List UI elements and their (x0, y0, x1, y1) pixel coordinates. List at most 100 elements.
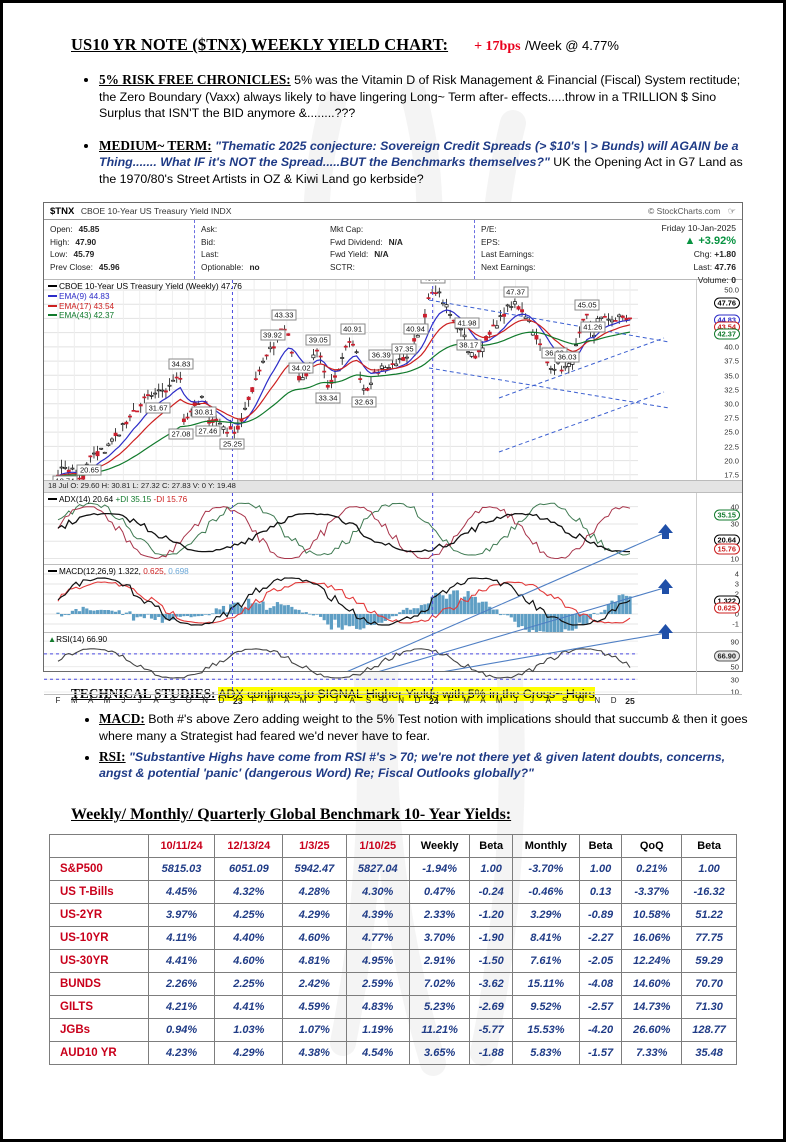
x-tick-label: O (577, 696, 585, 706)
table-header-beta: Beta (681, 833, 737, 858)
table-row: US T-Bills 4.45% 4.32% 4.28% 4.30% 0.47% -0.24… (49, 879, 737, 904)
quote-label: Last Earnings: (481, 249, 535, 260)
table-header-1-3-25: 1/3/25 (282, 833, 347, 858)
quote-column-2: Ask: Bid: Last: Optionable: no (194, 220, 324, 280)
table-cell: -2.69 (469, 994, 513, 1019)
table-cell: 4.81% (282, 948, 347, 973)
change-bps: + 17bps (474, 39, 521, 54)
table-cell: 4.83% (345, 994, 410, 1019)
quote-label: Optionable: (201, 261, 244, 272)
bullet-body: Both #'s above Zero adding weight to the… (99, 712, 748, 744)
table-row: US-30YR 4.41% 4.60% 4.81% 4.95% 2.91% -1.50 7.6… (49, 948, 737, 973)
table-cell: 14.73% (621, 994, 683, 1019)
table-cell: 2.25% (214, 971, 284, 996)
table-cell: 0.94% (147, 1017, 216, 1042)
y-tick-label: 25.0 (724, 427, 739, 437)
table-row-header: AUD10 YR (49, 1040, 149, 1065)
table-cell: 4.29% (282, 902, 347, 927)
macd-legend: MACD(12,26,9) 1.322, 0.625, 0.698 (48, 567, 189, 577)
table-cell: 1.00 (578, 856, 623, 881)
quote-value: 0 (731, 275, 736, 286)
table-cell: 8.41% (511, 925, 580, 950)
y-tick-label: 17.5 (724, 470, 739, 480)
chart-titlebar: $TNX CBOE 10-Year US Treasury Yield INDX… (44, 203, 742, 221)
quote-date: Friday 10-Jan-2025 (661, 223, 736, 234)
y-tick-label: 32.5 (724, 385, 739, 395)
quote-label: Open: (50, 224, 73, 235)
ohlc-infobar: 18 Jul O: 29.60 H: 30.81 L: 27.32 C: 27.… (44, 480, 742, 493)
quote-value: 45.79 (73, 249, 95, 260)
price-annotation: 34.83 (168, 358, 194, 370)
table-cell: 4.60% (214, 948, 284, 973)
table-cell: 6051.09 (214, 856, 284, 881)
price-series (44, 280, 670, 490)
triangle-icon: ▲ (48, 635, 57, 645)
table-cell: 4.45% (147, 879, 216, 904)
quote-panel: Open: 45.85 High: 47.90 Low: 45.79 Prev Clo… (44, 220, 742, 285)
table-cell: -2.05 (578, 948, 623, 973)
x-tick-label: M (70, 696, 78, 706)
table-cell: 59.29 (681, 948, 737, 973)
table-cell: 26.60% (621, 1017, 683, 1042)
y-tick-label: 35.0 (724, 371, 739, 381)
bullet-lead: MEDIUM~ TERM: (99, 137, 212, 153)
price-value-pill: 47.76 (713, 297, 740, 309)
price-annotation: 41.98 (454, 317, 480, 329)
table-row-header: GILTS (49, 994, 149, 1019)
x-axis: F M A M J J A S O N D 23 F M A M J J A S O N D 24 F M A M J J A S O N D 25 (44, 695, 742, 713)
bullet-quote: "Substantive Highs have come from RSI #'… (99, 749, 726, 781)
table-cell: 3.65% (408, 1040, 471, 1065)
y-tick-label: 40 (730, 502, 739, 512)
x-tick-label: A (88, 696, 94, 706)
table-cell: -1.57 (578, 1040, 623, 1065)
table-cell: -0.89 (578, 902, 623, 927)
y-tick-label: 30 (730, 519, 739, 529)
legend-ema9: EMA(9) 44.83 (59, 291, 110, 301)
legend-ema17: EMA(17) 43.54 (59, 301, 115, 311)
table-cell: 4.95% (345, 948, 410, 973)
quote-column-3: Mkt Cap: Fwd Dividend: N/A Fwd Yield: N/A … (324, 220, 474, 279)
y-tick-label: 22.5 (724, 442, 739, 452)
table-row: S&P500 5815.03 6051.09 5942.47 5827.04 -1.94%… (49, 856, 737, 881)
quote-label: Next Earnings: (481, 261, 536, 272)
macd-panel[interactable]: MACD(12,26,9) 1.322, 0.625, 0.698 4 3 2 0 -1… (44, 565, 742, 634)
rsi-series (44, 633, 638, 695)
x-tick-label: M (495, 696, 503, 706)
quote-label: Low: (50, 249, 68, 260)
list-item: 5% RISK FREE CHRONICLES: 5% was the Vita… (99, 71, 757, 122)
y-tick-label: 10 (730, 687, 739, 696)
table-cell: 4.23% (147, 1040, 216, 1065)
table-header-12-13-24: 12/13/24 (214, 833, 284, 858)
table-header-qoq: QoQ (621, 833, 683, 858)
x-tick-label: A (349, 696, 355, 706)
stock-chart[interactable]: $TNX CBOE 10-Year US Treasury Yield INDX… (43, 202, 743, 706)
table-cell: 4.11% (147, 925, 216, 950)
x-tick-label: J (317, 696, 322, 706)
x-tick-label: F (55, 696, 61, 706)
price-annotation: 20.65 (76, 464, 102, 476)
table-cell: 128.77 (681, 1017, 737, 1042)
table-row: AUD10 YR 4.23% 4.29% 4.38% 4.54% 3.65% -1.88 5.… (49, 1040, 737, 1065)
table-cell: 2.33% (408, 902, 471, 927)
table-row-header: US T-Bills (49, 879, 149, 904)
quote-label: Last: (201, 249, 219, 260)
table-cell: -3.37% (621, 879, 683, 904)
price-plot[interactable]: CBOE 10-Year US Treasury Yield (Weekly) … (44, 280, 742, 494)
table-cell: 0.21% (621, 856, 683, 881)
price-annotation: 25.25 (219, 438, 245, 450)
adx-panel[interactable]: ADX(14) 20.64 +DI 35.15 -DI 15.76 403020… (44, 493, 742, 566)
x-tick-label: S (561, 696, 568, 706)
bullet-lead: 5% RISK FREE CHRONICLES: (99, 72, 291, 87)
adx-value-pill: 15.76 (713, 543, 740, 555)
quote-column-4: P/E: EPS: Last Earnings: Next Earnings: (474, 220, 742, 280)
price-annotation: 36.39 (368, 349, 394, 361)
table-cell: 3.29% (511, 902, 580, 927)
rsi-panel[interactable]: ▲RSI(14) 66.90 90 50 30 10 66.90 (44, 633, 742, 696)
table-cell: 1.00 (681, 856, 737, 881)
table-cell: 0.13 (578, 879, 623, 904)
price-annotation: 27.46 (195, 425, 221, 437)
x-tick-label: J (513, 696, 518, 706)
hand-icon[interactable]: ☞ (727, 205, 736, 216)
price-annotation: 41.26 (580, 321, 606, 333)
price-annotation: 33.34 (315, 392, 341, 404)
